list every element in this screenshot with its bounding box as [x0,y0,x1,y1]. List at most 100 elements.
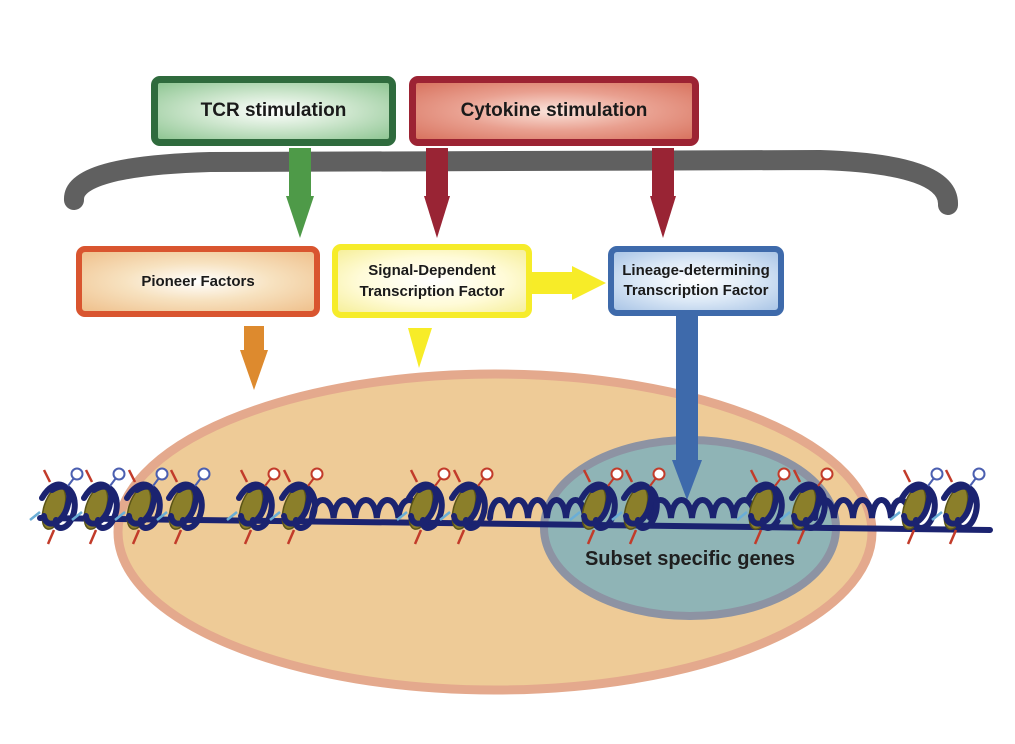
tcr-stimulation-label: TCR stimulation [200,100,347,121]
dna-wrap [81,481,120,531]
dna-wrap [236,481,275,531]
histone-tail [42,469,52,483]
histone-mark-red [267,467,281,481]
arrow-lineage-to-genes [672,314,702,500]
histone-mark-stem [264,477,272,487]
histone-mark-stem [477,477,485,487]
lineage-determining-tf-box: Lineage-determining Transcription Factor [608,246,784,316]
histone-tail [71,511,83,521]
arrow-pioneer-to-dna [240,326,268,390]
histone-tail [173,529,183,545]
histone-mark-red [820,467,834,481]
dna-wrap [789,481,828,531]
dna-coil [309,497,423,521]
arrow-cytokine-to-signal [424,148,450,238]
histone-mark-stem [927,477,935,487]
histone-mark-blue [112,467,126,481]
histone-tail [611,511,623,521]
histone-tail [226,511,238,521]
histone-tail [902,469,912,483]
histone-mark-blue [70,467,84,481]
histone-tail [792,469,802,483]
histone-tail [88,529,98,545]
histone-tail [286,529,296,545]
histone-mark-red [610,467,624,481]
dna-wrap [39,481,78,531]
histone-tail [569,511,581,521]
signal-dependent-tf-label: Signal-Dependent Transcription Factor [359,262,505,300]
dna-wrap [941,481,980,531]
histone-tail [456,529,466,545]
histone-tail [396,511,408,521]
cytokine-stimulation-label: Cytokine stimulation [460,100,648,121]
arrow-signal-to-lineage [532,266,606,300]
dna-wrap [899,481,938,531]
dna-wrap [124,481,163,531]
pioneer-factors-label: Pioneer Factors [141,273,255,290]
histone-mark-blue [930,467,944,481]
histone-tail [269,511,281,521]
signal-dependent-tf-box: Signal-Dependent Transcription Factor [332,244,532,318]
histone-mark-red [437,467,451,481]
histone-tail [779,511,791,521]
histone-tail [452,469,462,483]
dna-wrap [579,481,618,531]
histone-tail [582,469,592,483]
histone-tail [46,529,56,545]
cell-membrane [64,149,958,215]
histone-tail [624,469,634,483]
histone-tail [127,469,137,483]
histone-mark-stem [434,477,442,487]
histone-tail [736,511,748,521]
histone-tail [84,469,94,483]
histone-mark-red [310,467,324,481]
subset-specific-genes-label: Subset specific genes [584,548,796,570]
histone-tail [749,469,759,483]
histone-mark-stem [649,477,657,487]
dna-wrap [449,481,488,531]
histone-tail [413,529,423,545]
histone-tail [944,469,954,483]
chromatin [29,467,993,545]
histone-tail [753,529,763,545]
histone-tail [169,469,179,483]
dna-wrap [166,481,205,531]
histone-mark-stem [152,477,160,487]
dna-coil [487,497,588,521]
dna-wrap [279,481,318,531]
histone-tail [889,511,901,521]
histone-mark-stem [817,477,825,487]
histone-tail [586,529,596,545]
histone-tail [628,529,638,545]
dna-wrap [621,481,660,531]
histone-mark-stem [194,477,202,487]
tcr-stimulation-box: TCR stimulation [151,76,396,146]
dna-coil [812,497,913,521]
histone-tail [114,511,126,521]
histone-tail [906,529,916,545]
arrow-signal-to-dna [408,328,432,368]
dna-wrap [406,481,445,531]
histone-mark-red [480,467,494,481]
histone-mark-blue [972,467,986,481]
arrow-cytokine-to-lineage [650,148,676,238]
histone-tail [282,469,292,483]
histone-mark-red [652,467,666,481]
histone-mark-red [777,467,791,481]
cytokine-stimulation-box: Cytokine stimulation [409,76,699,146]
histone-tail [29,511,41,521]
arrow-tcr-to-pioneer [286,148,314,238]
histone-tail [131,529,141,545]
pioneer-factors-box: Pioneer Factors [76,246,320,317]
histone-mark-blue [197,467,211,481]
histone-tail [948,529,958,545]
histone-tail [409,469,419,483]
histone-tail [439,511,451,521]
histone-mark-blue [155,467,169,481]
histone-tail [239,469,249,483]
histone-mark-stem [774,477,782,487]
histone-mark-stem [109,477,117,487]
histone-mark-stem [67,477,75,487]
histone-mark-stem [969,477,977,487]
